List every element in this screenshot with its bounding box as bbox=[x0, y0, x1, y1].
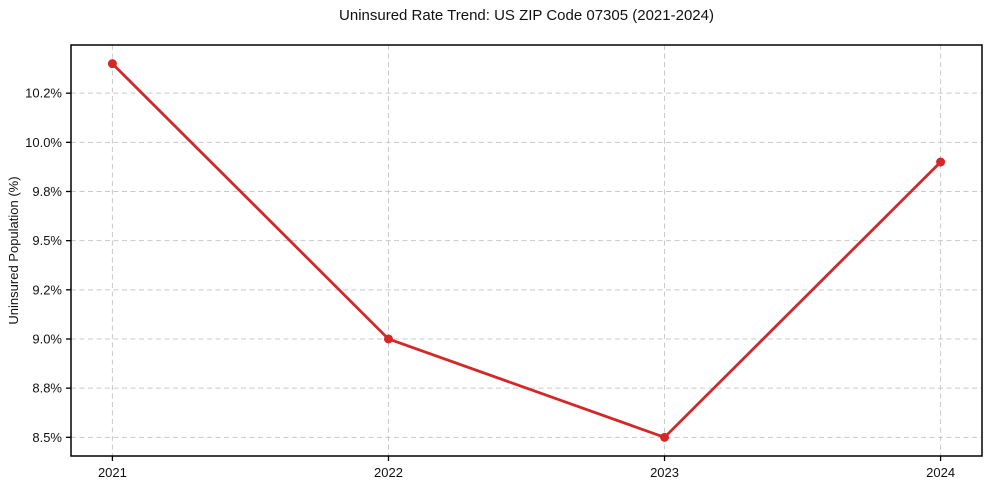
data-point-2023 bbox=[660, 432, 670, 442]
x-tick-label: 2024 bbox=[926, 465, 955, 480]
data-point-2022 bbox=[383, 334, 393, 344]
data-point-2021 bbox=[107, 59, 117, 69]
y-tick-label: 10.2% bbox=[25, 86, 62, 101]
y-tick-label: 9.0% bbox=[32, 331, 62, 346]
data-point-2024 bbox=[936, 157, 946, 167]
y-tick-label: 10.0% bbox=[25, 135, 62, 150]
y-tick-label: 8.8% bbox=[32, 381, 62, 396]
x-tick-label: 2021 bbox=[98, 465, 127, 480]
trend-line bbox=[111, 62, 942, 439]
chart-title: Uninsured Rate Trend: US ZIP Code 07305 … bbox=[339, 7, 714, 24]
x-tick-label: 2023 bbox=[650, 465, 679, 480]
y-tick-label: 9.5% bbox=[32, 233, 62, 248]
x-tick-label: 2022 bbox=[374, 465, 403, 480]
y-tick-label: 9.8% bbox=[32, 184, 62, 199]
y-tick-label: 9.2% bbox=[32, 282, 62, 297]
y-tick-label: 8.5% bbox=[32, 430, 62, 445]
plot-border bbox=[70, 44, 983, 457]
